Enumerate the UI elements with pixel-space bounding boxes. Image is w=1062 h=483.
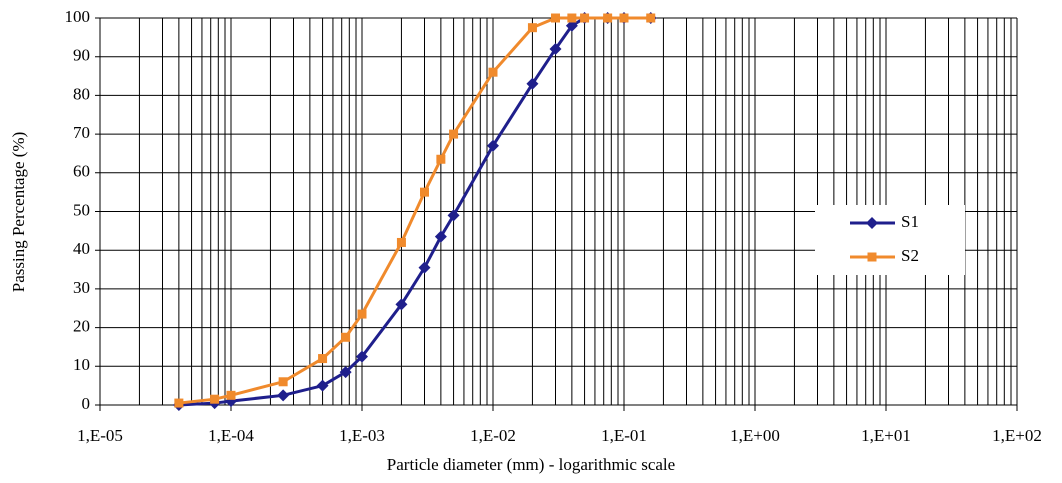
marker: [526, 77, 539, 90]
marker: [341, 332, 351, 342]
series-line: [178, 16, 651, 405]
marker: [316, 379, 329, 392]
legend-label: S2: [901, 246, 919, 265]
marker: [527, 23, 537, 33]
series: [174, 13, 656, 408]
y-axis-label: Passing Percentage (%): [9, 132, 28, 293]
marker: [619, 13, 629, 23]
marker: [488, 67, 498, 77]
marker: [226, 390, 236, 400]
legend-label: S1: [901, 212, 919, 231]
marker: [580, 13, 590, 23]
marker: [210, 394, 220, 404]
y-tick-label: 20: [73, 317, 90, 336]
y-tick-label: 80: [73, 84, 90, 103]
x-tick-label: 1,E+01: [861, 426, 911, 445]
marker: [418, 261, 431, 274]
x-tick-label: 1,E+00: [730, 426, 780, 445]
marker: [447, 209, 460, 222]
marker: [356, 350, 368, 363]
marker: [487, 139, 499, 152]
x-tick-label: 1,E-02: [470, 426, 516, 445]
marker: [396, 237, 406, 247]
x-tick-label: 1,E-05: [77, 426, 123, 445]
y-tick-label: 70: [73, 123, 90, 142]
legend-marker: [867, 252, 877, 262]
marker: [565, 19, 578, 32]
y-tick-label: 30: [73, 278, 90, 297]
marker: [436, 154, 446, 164]
marker: [434, 230, 447, 243]
y-tick-label: 40: [73, 239, 90, 258]
marker: [551, 13, 561, 23]
x-tick-label: 1,E-04: [208, 426, 254, 445]
x-tick-label: 1,E+02: [992, 426, 1042, 445]
marker: [420, 187, 430, 197]
x-tick-label: 1,E-01: [601, 426, 647, 445]
marker: [549, 42, 562, 55]
marker: [603, 13, 613, 23]
marker: [339, 366, 352, 379]
marker: [278, 377, 288, 387]
marker: [449, 129, 459, 139]
x-axis-label: Particle diameter (mm) - logarithmic sca…: [387, 455, 675, 474]
y-tick-label: 50: [73, 200, 90, 219]
marker: [277, 389, 290, 402]
legend-marker: [866, 217, 878, 229]
y-tick-label: 100: [65, 7, 91, 26]
legend-box: [815, 205, 965, 275]
x-tick-label: 1,E-03: [339, 426, 385, 445]
marker: [174, 398, 184, 408]
marker: [395, 298, 408, 311]
marker: [646, 13, 656, 23]
marker: [357, 309, 367, 319]
y-tick-label: 90: [73, 46, 90, 65]
y-tick-label: 60: [73, 162, 90, 181]
marker: [567, 13, 577, 23]
y-tick-label: 0: [82, 394, 91, 413]
y-tick-label: 10: [73, 355, 90, 374]
marker: [318, 354, 328, 364]
